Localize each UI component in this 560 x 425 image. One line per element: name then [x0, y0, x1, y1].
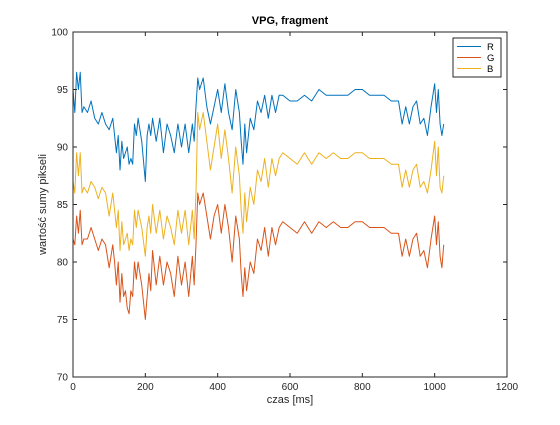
- x-tick-label: 200: [137, 382, 154, 393]
- series-layer: [72, 71, 445, 320]
- legend-label-g: G: [487, 53, 494, 64]
- chart-title: VPG, fragment: [252, 15, 329, 27]
- legend: RGB: [452, 37, 502, 78]
- series-line-b: [72, 112, 445, 257]
- y-tick-label: 90: [57, 143, 69, 154]
- y-axis-title: wartość sumy pikseli: [37, 154, 49, 256]
- x-tick-label: 1000: [424, 382, 447, 393]
- ticks: 0 200 400 600 800 1000 1200 70 75 80 85 90 95 100: [51, 28, 518, 394]
- series-line-g: [72, 192, 445, 320]
- plot-area: [73, 32, 507, 377]
- y-tick-label: 100: [51, 28, 68, 39]
- x-tick-label: 400: [209, 382, 226, 393]
- x-tick-label: 600: [282, 382, 299, 393]
- series-line-r: [72, 71, 445, 182]
- y-tick-label: 95: [57, 85, 69, 96]
- y-tick-label: 75: [57, 315, 69, 326]
- x-tick-label: 0: [70, 382, 76, 393]
- y-tick-label: 80: [57, 258, 69, 269]
- y-tick-label: 85: [57, 200, 69, 211]
- x-tick-label: 800: [354, 382, 371, 393]
- x-axis-title: czas [ms]: [267, 394, 313, 406]
- x-tick-label: 1200: [496, 382, 519, 393]
- y-tick-label: 70: [57, 373, 69, 384]
- legend-label-b: B: [487, 64, 493, 75]
- legend-label-r: R: [487, 42, 494, 53]
